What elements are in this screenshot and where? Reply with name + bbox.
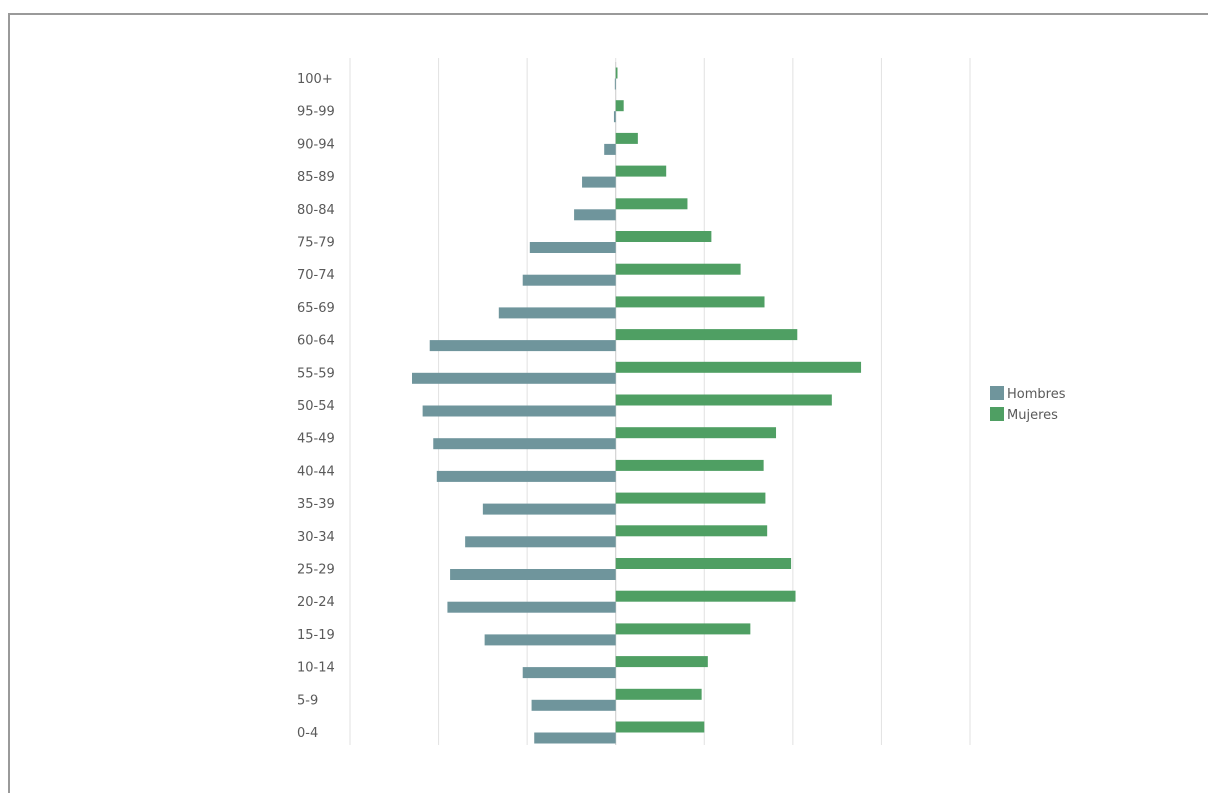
bar-hombres-75-79 [529, 242, 616, 253]
y-tick-label: 85-89 [297, 170, 335, 185]
y-tick-label: 30-34 [297, 530, 335, 545]
bar-mujeres-65-69 [615, 296, 765, 308]
bar-hombres-65-69 [498, 307, 616, 319]
y-tick-label: 100+ [297, 72, 333, 87]
bar-mujeres-5-9 [615, 688, 702, 700]
bar-mujeres-25-29 [615, 558, 792, 569]
bar-hombres-60-64 [429, 340, 616, 352]
y-tick-label: 65-69 [297, 301, 335, 316]
bar-mujeres-80-84 [615, 198, 688, 210]
bar-mujeres-30-34 [615, 525, 768, 537]
legend-label-mujeres: Mujeres [1007, 408, 1058, 423]
bar-mujeres-85-89 [615, 165, 667, 177]
y-tick-label: 35-39 [297, 497, 335, 512]
y-tick-label: 75-79 [297, 236, 335, 251]
y-tick-label: 25-29 [297, 563, 335, 578]
bar-hombres-90-94 [604, 143, 616, 155]
bar-hombres-10-14 [522, 667, 616, 679]
bar-hombres-95-99 [613, 111, 616, 123]
bar-hombres-0-4 [534, 732, 616, 744]
y-tick-label: 20-24 [297, 595, 335, 610]
y-tick-label: 45-49 [297, 432, 335, 447]
bar-mujeres-60-64 [615, 329, 798, 341]
y-tick-label: 5-9 [297, 693, 318, 708]
bar-hombres-45-49 [433, 438, 616, 450]
y-tick-label: 40-44 [297, 464, 335, 479]
bar-hombres-100+ [614, 78, 616, 90]
legend-swatch-hombres [990, 386, 1004, 400]
y-tick-label: 15-19 [297, 628, 335, 643]
bar-hombres-20-24 [447, 601, 616, 613]
bar-hombres-50-54 [422, 405, 616, 417]
bar-hombres-5-9 [531, 699, 616, 711]
legend: Hombres Mujeres [990, 386, 1066, 423]
bar-mujeres-95-99 [615, 100, 624, 112]
bar-mujeres-75-79 [615, 231, 712, 242]
legend-swatch-mujeres [990, 407, 1004, 421]
chart-frame [8, 13, 1208, 793]
bar-hombres-70-74 [522, 274, 616, 286]
y-tick-label: 60-64 [297, 334, 335, 349]
bar-hombres-85-89 [582, 176, 616, 188]
bar-mujeres-90-94 [615, 132, 638, 144]
bar-mujeres-40-44 [615, 459, 764, 471]
bar-hombres-15-19 [484, 634, 616, 646]
bars [412, 67, 862, 744]
legend-label-hombres: Hombres [1007, 387, 1066, 402]
y-tick-label: 50-54 [297, 399, 335, 414]
bar-mujeres-10-14 [615, 656, 708, 668]
bar-mujeres-0-4 [615, 721, 705, 733]
y-tick-label: 90-94 [297, 137, 335, 152]
y-tick-label: 70-74 [297, 268, 335, 283]
bar-hombres-35-39 [482, 503, 616, 515]
bar-hombres-30-34 [465, 536, 616, 548]
bar-mujeres-100+ [615, 67, 618, 79]
y-axis-labels: 0-4 5-9 10-14 15-19 20-24 25-29 30-34 35-39 40-4… [297, 72, 335, 741]
bar-hombres-80-84 [574, 209, 616, 221]
y-tick-label: 10-14 [297, 661, 335, 676]
y-tick-label: 80-84 [297, 203, 335, 218]
bar-mujeres-15-19 [615, 623, 751, 635]
y-tick-label: 0-4 [297, 726, 318, 741]
bar-mujeres-45-49 [615, 427, 777, 439]
bar-hombres-40-44 [436, 470, 616, 482]
y-tick-label: 95-99 [297, 105, 335, 120]
bar-hombres-55-59 [412, 372, 616, 384]
bar-mujeres-20-24 [615, 590, 796, 602]
bar-mujeres-70-74 [615, 263, 741, 275]
bar-mujeres-55-59 [615, 361, 862, 373]
bar-mujeres-35-39 [615, 492, 766, 504]
bar-mujeres-50-54 [615, 394, 832, 406]
bar-hombres-25-29 [450, 569, 616, 580]
y-tick-label: 55-59 [297, 366, 335, 381]
